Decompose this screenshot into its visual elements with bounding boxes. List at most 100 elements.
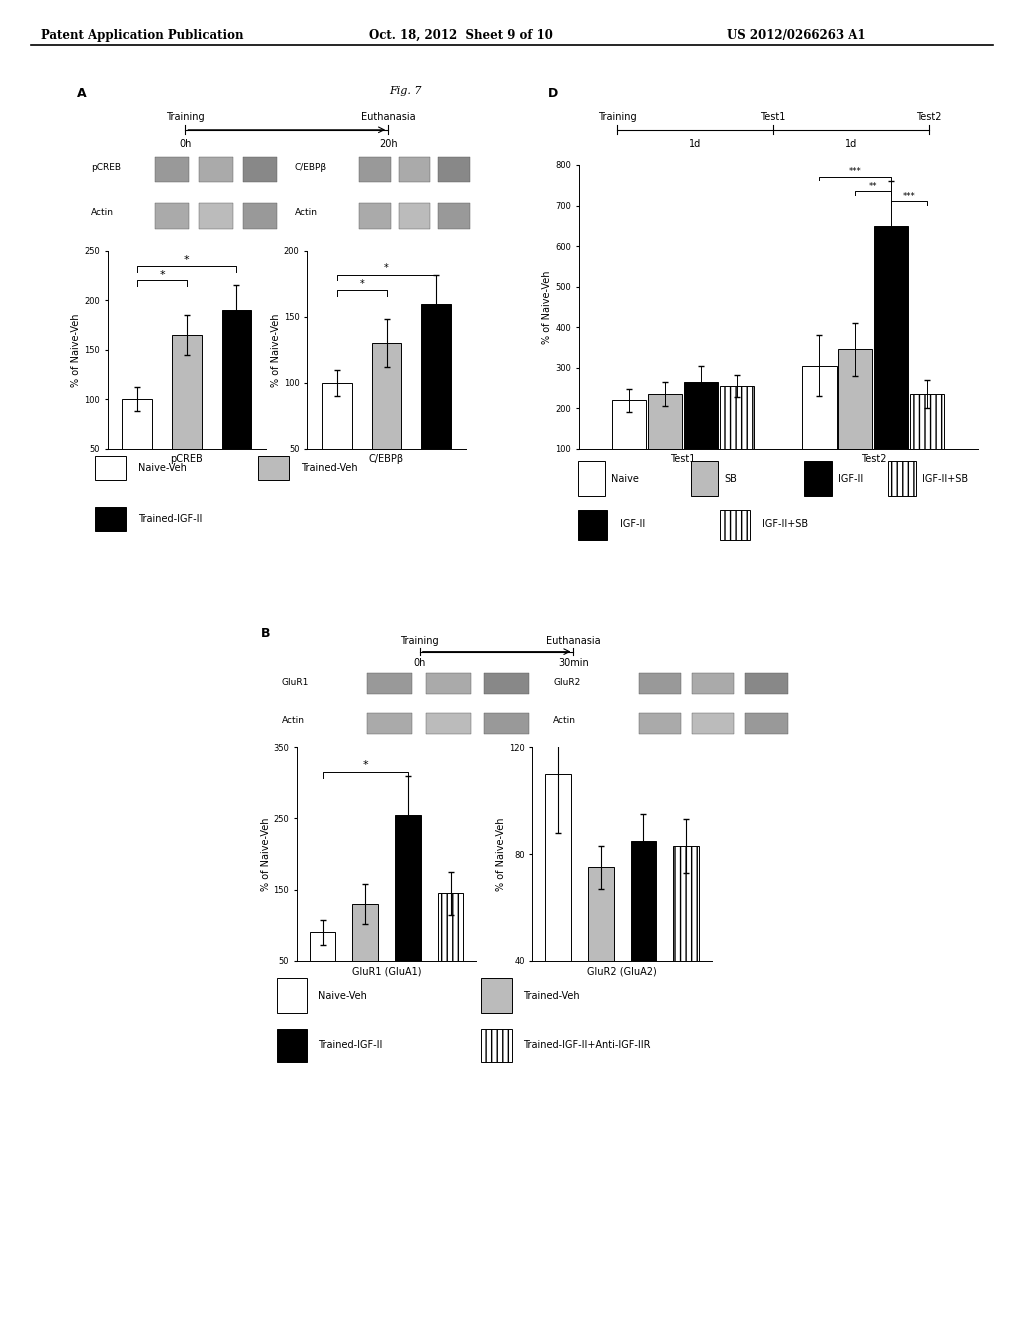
X-axis label: GluR1 (GluA1): GluR1 (GluA1): [352, 966, 421, 977]
Bar: [639, 713, 681, 734]
Text: B: B: [261, 627, 270, 640]
Bar: [323, 383, 352, 515]
Bar: [426, 713, 471, 734]
Bar: [684, 381, 718, 490]
Text: Euthanasia: Euthanasia: [360, 112, 416, 121]
Text: 1d: 1d: [689, 139, 701, 149]
Bar: [692, 713, 734, 734]
Text: D: D: [548, 87, 558, 100]
Text: SB: SB: [725, 474, 737, 483]
Text: 1d: 1d: [845, 139, 857, 149]
Bar: [172, 335, 202, 498]
Bar: [805, 461, 831, 496]
Bar: [243, 203, 276, 228]
Text: **: **: [869, 182, 878, 190]
Bar: [199, 157, 232, 182]
Text: *: *: [160, 269, 165, 280]
Text: IGF-II: IGF-II: [838, 474, 863, 483]
Bar: [745, 713, 787, 734]
Bar: [426, 673, 471, 694]
Bar: [395, 814, 421, 997]
Bar: [95, 507, 126, 531]
Bar: [692, 673, 734, 694]
X-axis label: GluR2 (GluA2): GluR2 (GluA2): [587, 966, 657, 977]
Text: Trained-Veh: Trained-Veh: [523, 991, 580, 1001]
Text: Training: Training: [400, 636, 439, 645]
Bar: [546, 774, 571, 1068]
Text: Trained-IGF-II: Trained-IGF-II: [137, 513, 202, 524]
Text: *: *: [384, 263, 389, 273]
Text: ***: ***: [903, 191, 915, 201]
Text: *: *: [184, 255, 189, 264]
Bar: [438, 894, 463, 997]
Text: Naive-Veh: Naive-Veh: [137, 463, 186, 473]
Text: 30min: 30min: [558, 659, 589, 668]
Y-axis label: % of Naive-Veh: % of Naive-Veh: [543, 271, 552, 343]
Bar: [276, 1030, 307, 1063]
Text: ***: ***: [849, 168, 862, 177]
Bar: [721, 510, 750, 540]
Text: Naive-Veh: Naive-Veh: [318, 991, 368, 1001]
Bar: [720, 385, 755, 490]
X-axis label: pCREB: pCREB: [171, 454, 203, 465]
Text: Actin: Actin: [282, 715, 305, 725]
Y-axis label: % of Naive-Veh: % of Naive-Veh: [72, 313, 81, 387]
Bar: [352, 904, 378, 997]
Text: Trained-Veh: Trained-Veh: [301, 463, 357, 473]
Bar: [874, 226, 908, 490]
Bar: [588, 867, 613, 1068]
Text: Actin: Actin: [553, 715, 577, 725]
Text: Training: Training: [166, 112, 205, 121]
Bar: [648, 395, 682, 490]
Text: 0h: 0h: [414, 659, 426, 668]
Bar: [639, 673, 681, 694]
Text: Naive: Naive: [611, 474, 639, 483]
Text: IGF-II+SB: IGF-II+SB: [762, 519, 809, 529]
Bar: [421, 304, 451, 515]
Bar: [691, 461, 718, 496]
Text: US 2012/0266263 A1: US 2012/0266263 A1: [727, 29, 865, 42]
Bar: [221, 310, 251, 498]
Bar: [481, 1030, 512, 1063]
Bar: [578, 510, 607, 540]
Bar: [631, 841, 656, 1068]
Bar: [802, 366, 837, 490]
Text: Euthanasia: Euthanasia: [546, 636, 601, 645]
Text: Training: Training: [598, 112, 637, 121]
Bar: [199, 203, 232, 228]
Bar: [358, 203, 390, 228]
Bar: [745, 673, 787, 694]
Bar: [481, 978, 512, 1014]
Bar: [123, 399, 153, 498]
Text: IGF-II+SB: IGF-II+SB: [922, 474, 968, 483]
Bar: [276, 978, 307, 1014]
Text: pCREB: pCREB: [91, 164, 121, 172]
Text: GluR2: GluR2: [553, 677, 581, 686]
Bar: [155, 203, 188, 228]
Bar: [578, 461, 605, 496]
Text: Test1: Test1: [761, 112, 785, 121]
Text: A: A: [77, 87, 86, 100]
Text: Fig. 7: Fig. 7: [389, 86, 422, 96]
Bar: [910, 395, 944, 490]
Bar: [484, 713, 529, 734]
X-axis label: C/EBPβ: C/EBPβ: [369, 454, 404, 465]
Y-axis label: % of Naive-Veh: % of Naive-Veh: [261, 817, 270, 891]
Bar: [612, 400, 646, 490]
Bar: [888, 461, 915, 496]
Text: *: *: [359, 279, 365, 289]
Text: Test2: Test2: [916, 112, 941, 121]
Bar: [243, 157, 276, 182]
Text: C/EBPβ: C/EBPβ: [295, 164, 327, 172]
Bar: [258, 455, 290, 480]
Text: Trained-IGF-II+Anti-IGF-IIR: Trained-IGF-II+Anti-IGF-IIR: [523, 1040, 650, 1051]
Text: 0h: 0h: [179, 139, 191, 149]
Text: Trained-IGF-II: Trained-IGF-II: [318, 1040, 383, 1051]
Bar: [358, 157, 390, 182]
Text: Actin: Actin: [295, 209, 317, 216]
Bar: [839, 350, 872, 490]
Text: 20h: 20h: [379, 139, 397, 149]
Bar: [674, 846, 699, 1068]
Text: IGF-II: IGF-II: [620, 519, 645, 529]
Text: Oct. 18, 2012  Sheet 9 of 10: Oct. 18, 2012 Sheet 9 of 10: [369, 29, 553, 42]
